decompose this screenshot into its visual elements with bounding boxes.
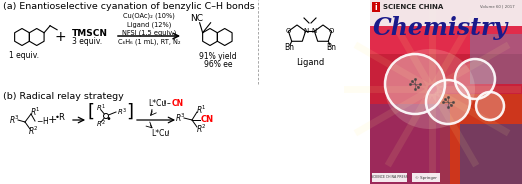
Text: $R^1$: $R^1$ [196,104,207,116]
Text: 91% yield: 91% yield [199,52,237,61]
Bar [412,173,440,182]
Circle shape [426,80,470,124]
Text: SCIENCE CHINA PRESS: SCIENCE CHINA PRESS [371,176,407,180]
Text: Bn: Bn [284,43,294,52]
Text: II: II [164,100,167,105]
Text: SCIENCE CHINA: SCIENCE CHINA [383,4,443,10]
Text: $R^3$: $R^3$ [9,114,20,126]
Bar [370,104,450,184]
Text: (a) Enantioselective cyanation of benzylic C–H bonds: (a) Enantioselective cyanation of benzyl… [3,2,255,11]
Text: Volume 60 | 2017: Volume 60 | 2017 [480,5,515,9]
Circle shape [103,114,109,118]
Text: N: N [303,28,308,34]
Text: $R^3$: $R^3$ [175,112,186,124]
Text: O: O [286,28,291,34]
Bar [370,0,522,54]
Text: O: O [105,116,111,121]
Text: L*Cu: L*Cu [151,130,169,139]
Text: i: i [375,3,377,11]
Text: $R^2$: $R^2$ [196,123,207,135]
Ellipse shape [385,49,475,129]
Text: $R^1$: $R^1$ [96,102,106,114]
Circle shape [385,54,445,114]
Bar [370,0,522,26]
Bar [372,2,380,12]
Text: $R^2$: $R^2$ [28,125,39,137]
Text: $R^3$: $R^3$ [117,106,127,118]
Text: Bn: Bn [326,43,336,52]
Text: $R^1$: $R^1$ [30,106,41,118]
Text: CN: CN [201,114,214,123]
Text: 3 equiv.: 3 equiv. [72,38,102,47]
Text: $R^2$: $R^2$ [96,118,106,130]
Text: CN: CN [172,100,184,109]
Bar [370,0,522,184]
Text: Chemistry: Chemistry [373,16,508,40]
Text: C₆H₆ (1 mL), RT, N₂: C₆H₆ (1 mL), RT, N₂ [117,38,180,45]
Text: 1 equiv.: 1 equiv. [9,51,39,60]
Text: (b) Radical relay strategy: (b) Radical relay strategy [3,92,124,101]
Text: © Springer: © Springer [415,176,437,180]
Text: I: I [167,130,169,135]
Text: Ligand: Ligand [296,58,324,67]
Text: 96% ee: 96% ee [204,60,232,69]
Text: NFSI (1.5 equiv.): NFSI (1.5 equiv.) [122,30,176,36]
Text: Ligand (12%): Ligand (12%) [127,21,171,28]
Bar [460,124,522,184]
Text: L*Cu: L*Cu [148,100,166,109]
Text: TMSCN: TMSCN [72,29,108,38]
Text: ]: ] [126,103,134,121]
Text: $-$H: $-$H [36,116,50,127]
Bar [470,34,522,84]
Bar [372,173,407,182]
Circle shape [476,92,504,120]
Circle shape [455,59,495,99]
Bar [440,94,522,184]
Text: [: [ [88,103,94,121]
Text: $•$R: $•$R [54,112,66,123]
Text: O: O [329,28,334,34]
Text: Cu(OAc)₂ (10%): Cu(OAc)₂ (10%) [123,13,175,19]
Text: $•$: $•$ [105,112,111,122]
Text: +: + [54,30,66,44]
Text: NC: NC [190,14,203,23]
Text: –: – [167,100,171,109]
Text: +: + [48,115,57,125]
Text: N: N [312,28,317,34]
